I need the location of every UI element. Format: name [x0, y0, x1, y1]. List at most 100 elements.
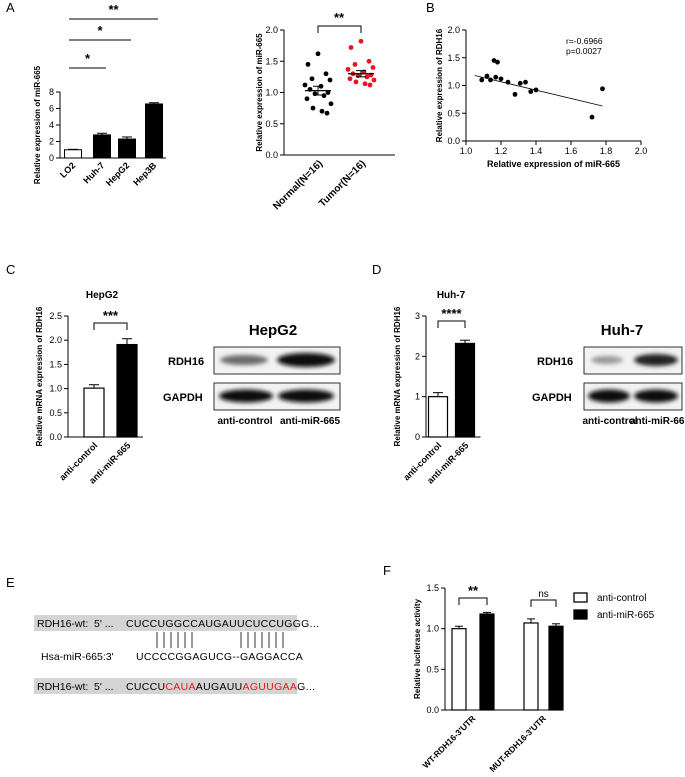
b-point — [484, 73, 490, 79]
b-point — [493, 74, 499, 80]
a2-point — [321, 93, 327, 99]
panel-letter-e: E — [6, 575, 15, 590]
f-y-tick-label: 1.0 — [426, 624, 439, 634]
blot-c-gapdh-band-1 — [219, 389, 273, 403]
b-y-axis-label: Relative expression of RDH16 — [435, 28, 444, 142]
a1-x-tick-label: Hep3B — [131, 160, 159, 188]
blot-d-rdh16-band-1 — [591, 356, 623, 364]
b-point — [495, 59, 500, 65]
a2-point — [323, 71, 329, 77]
a2-point — [366, 58, 372, 64]
a1-sig-label: * — [85, 51, 91, 66]
b-x-tick-label: 1.4 — [530, 146, 543, 156]
panel-letter-a: A — [6, 0, 15, 15]
a2-point — [370, 65, 376, 70]
c-y-tick-label: 2.5 — [49, 311, 62, 321]
blot-c-rdh16-band-1 — [220, 355, 268, 365]
chart-c-hepg2: HepG2 0.0 0.5 1.0 1.5 2.0 2.5 Relative mRNA exp… — [35, 290, 143, 486]
mut-seq-prime: 5' ... — [94, 681, 114, 693]
wt-seq-label: RDH16-wt: — [37, 618, 88, 630]
panel-letter-b: B — [426, 0, 435, 15]
d-y-tick-label: 0 — [415, 432, 420, 442]
blot-d-row-gapdh: GAPDH — [532, 392, 572, 404]
a1-y-tick-label: 8 — [49, 87, 54, 97]
blot-d-lane-1: anti-control — [583, 416, 638, 427]
b-stat-p: p=0.0027 — [566, 46, 602, 56]
f-sig-bracket — [458, 597, 488, 605]
f-y-tick-label: 0.0 — [426, 705, 439, 715]
b-y-tick-label: 0.5 — [447, 108, 460, 118]
c-sig-label: *** — [103, 308, 119, 323]
blot-d-gapdh-band-2 — [634, 389, 678, 403]
a2-point — [315, 51, 321, 57]
a1-bar — [145, 103, 163, 159]
blot-c-row-rdh16: RDH16 — [168, 356, 204, 368]
a2-y-tick-label: 1.0 — [265, 88, 278, 98]
panel-letter-f: F — [383, 563, 391, 578]
b-point — [600, 86, 605, 92]
a2-point — [310, 105, 316, 111]
a2-point — [305, 61, 311, 67]
b-point — [528, 89, 534, 95]
d-title: Huh-7 — [437, 290, 466, 301]
b-x-tick-label: 1.6 — [565, 146, 578, 156]
b-stat-r: r=-0.6966 — [566, 36, 603, 46]
blot-d-title: Huh-7 — [601, 322, 644, 339]
d-y-tick-label: 3 — [415, 311, 420, 321]
b-x-tick-label: 1.0 — [460, 146, 473, 156]
blot-c-title: HepG2 — [249, 322, 297, 339]
mut-seq-segment: G... — [297, 681, 315, 693]
c-bar — [116, 343, 138, 438]
blot-c-gapdh-band-2 — [278, 389, 334, 403]
a1-bar — [93, 134, 111, 159]
b-x-axis-label: Relative expression of miR-665 — [487, 159, 620, 169]
a1-bar — [118, 138, 136, 159]
b-point — [479, 77, 485, 83]
mut-seq-segment: AUGAUU — [196, 681, 243, 693]
blot-d-gapdh-band-1 — [588, 389, 630, 403]
b-point — [523, 79, 528, 85]
d-bar — [427, 396, 449, 438]
b-point — [512, 91, 518, 97]
a2-point — [348, 45, 354, 50]
c-y-tick-label: 0.0 — [49, 432, 62, 442]
blot-c-row-gapdh: GAPDH — [163, 392, 203, 404]
sequence-alignment: RDH16-wt: 5' ... CUCCUGGCCAUGAUUCUCCUGGG… — [34, 615, 319, 694]
blot-c-lane-2: anti-miR-665 — [280, 416, 340, 427]
c-y-axis-label: Relative mRNA expression of RDH16 — [35, 306, 44, 446]
blot-d-lane-2: anti-miR-665 — [630, 416, 685, 427]
chart-d-huh7: Huh-7 0 1 2 3 Relative mRNA expression of RDH… — [393, 290, 481, 486]
a2-y-tick-label: 0.0 — [265, 150, 278, 160]
blot-c-rdh16-band-2 — [277, 353, 335, 367]
b-x-tick-label: 2.0 — [635, 146, 648, 156]
mut-seq-mutation: AGUUGAA — [243, 681, 298, 693]
d-y-tick-label: 1 — [415, 392, 420, 402]
a2-point — [364, 74, 370, 80]
a2-point — [327, 77, 333, 83]
f-legend-label: anti-control — [597, 593, 646, 604]
c-y-tick-label: 2.0 — [49, 335, 62, 345]
b-y-tick-label: 1.0 — [447, 81, 460, 91]
a2-point — [358, 38, 364, 44]
c-bar — [83, 387, 105, 438]
b-fit-line — [474, 75, 603, 107]
a2-point — [324, 110, 330, 116]
f-bar — [451, 628, 467, 711]
b-x-tick-label: 1.8 — [600, 146, 613, 156]
c-y-tick-label: 1.0 — [49, 384, 62, 394]
f-bar — [479, 613, 495, 711]
b-point — [505, 79, 511, 85]
a2-sig-bracket — [317, 25, 362, 33]
a2-y-tick-label: 0.5 — [265, 119, 278, 129]
f-y-axis-label: Relative luciferase activity — [413, 598, 422, 699]
f-sig-label: ns — [538, 589, 549, 600]
f-legend-label: anti-miR-665 — [597, 610, 655, 621]
a1-y-tick-label: 4 — [49, 120, 54, 130]
panel-letter-d: D — [372, 262, 381, 277]
a2-point — [325, 90, 331, 95]
b-y-tick-label: 0.0 — [447, 136, 460, 146]
d-bar — [454, 342, 476, 438]
a2-point — [302, 82, 308, 88]
c-title: HepG2 — [86, 290, 119, 301]
